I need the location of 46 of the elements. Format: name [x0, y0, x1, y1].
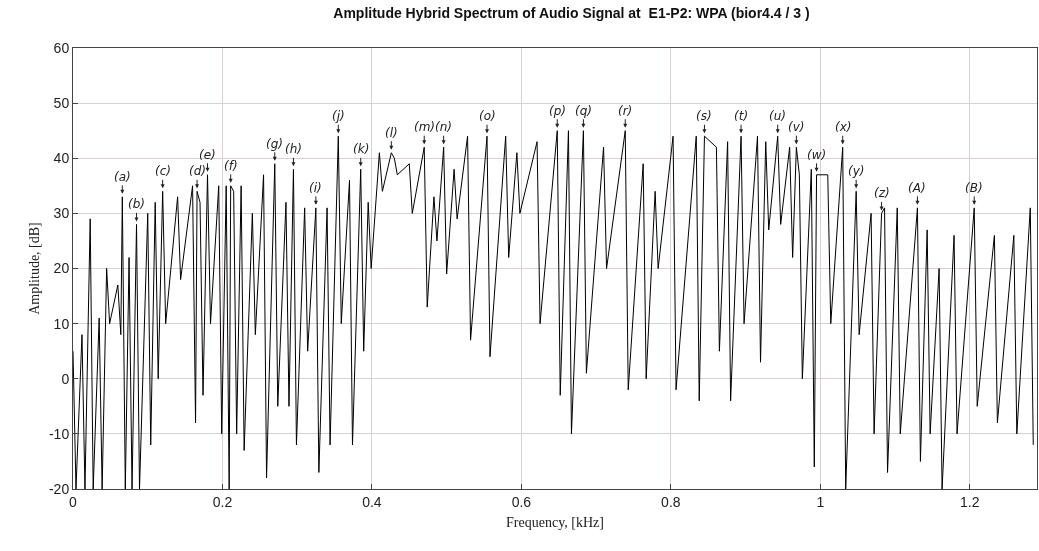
annotation: (f) [224, 159, 238, 173]
annotation: (u) [769, 109, 786, 123]
y-tick-label: 60 [53, 39, 70, 56]
x-tick-label: 0.4 [362, 493, 382, 510]
annotation: (h) [285, 142, 302, 156]
y-tick-label: 30 [53, 205, 70, 222]
annotation: (r) [618, 104, 633, 118]
y-tick-label: 40 [53, 150, 70, 167]
x-tick-label: 0.6 [511, 493, 532, 510]
annotation: (c) [155, 164, 171, 178]
annotation: (A) [908, 181, 926, 195]
x-tick-label: 0.2 [212, 493, 233, 510]
annotation: (e) [199, 148, 216, 162]
y-tick-label: -10 [48, 425, 70, 442]
y-tick-label: 0 [61, 370, 70, 387]
annotation: (z) [874, 186, 890, 200]
annotation: (y) [848, 164, 865, 178]
annotation: (g) [266, 137, 283, 151]
annotation: (t) [734, 109, 749, 123]
x-tick-label: 1 [816, 493, 825, 510]
annotation: (l) [385, 126, 398, 140]
y-tick-label: -20 [48, 480, 70, 497]
annotation: (b) [128, 197, 145, 211]
x-tick-label: 1.2 [960, 493, 980, 510]
annotation: (k) [353, 142, 370, 156]
annotation: (B) [965, 181, 983, 195]
annotation: (q) [575, 104, 592, 118]
annotation: (i) [309, 181, 322, 195]
annotation: (m) [414, 120, 436, 134]
annotation: (j) [332, 109, 345, 123]
chart-title: Amplitude Hybrid Spectrum of Audio Signal at E1-P2: WPA (bior4.4 / 3 ) [333, 5, 810, 22]
x-tick-label: 0.8 [661, 493, 681, 510]
y-axis-title: Amplitude, [dB] [26, 222, 42, 315]
x-axis-title: Frequency, [kHz] [506, 515, 604, 531]
annotation: (x) [835, 120, 852, 134]
annotation: (s) [696, 109, 712, 123]
y-tick-label: 10 [53, 315, 70, 332]
annotation: (p) [549, 104, 566, 118]
annotation: (v) [788, 120, 805, 134]
annotation: (o) [479, 109, 496, 123]
annotation: (a) [114, 170, 131, 184]
annotation: (n) [435, 120, 452, 134]
annotation: (d) [189, 164, 206, 178]
annotation: (w) [807, 148, 827, 162]
y-tick-label: 20 [53, 260, 70, 277]
y-tick-label: 50 [53, 95, 70, 112]
